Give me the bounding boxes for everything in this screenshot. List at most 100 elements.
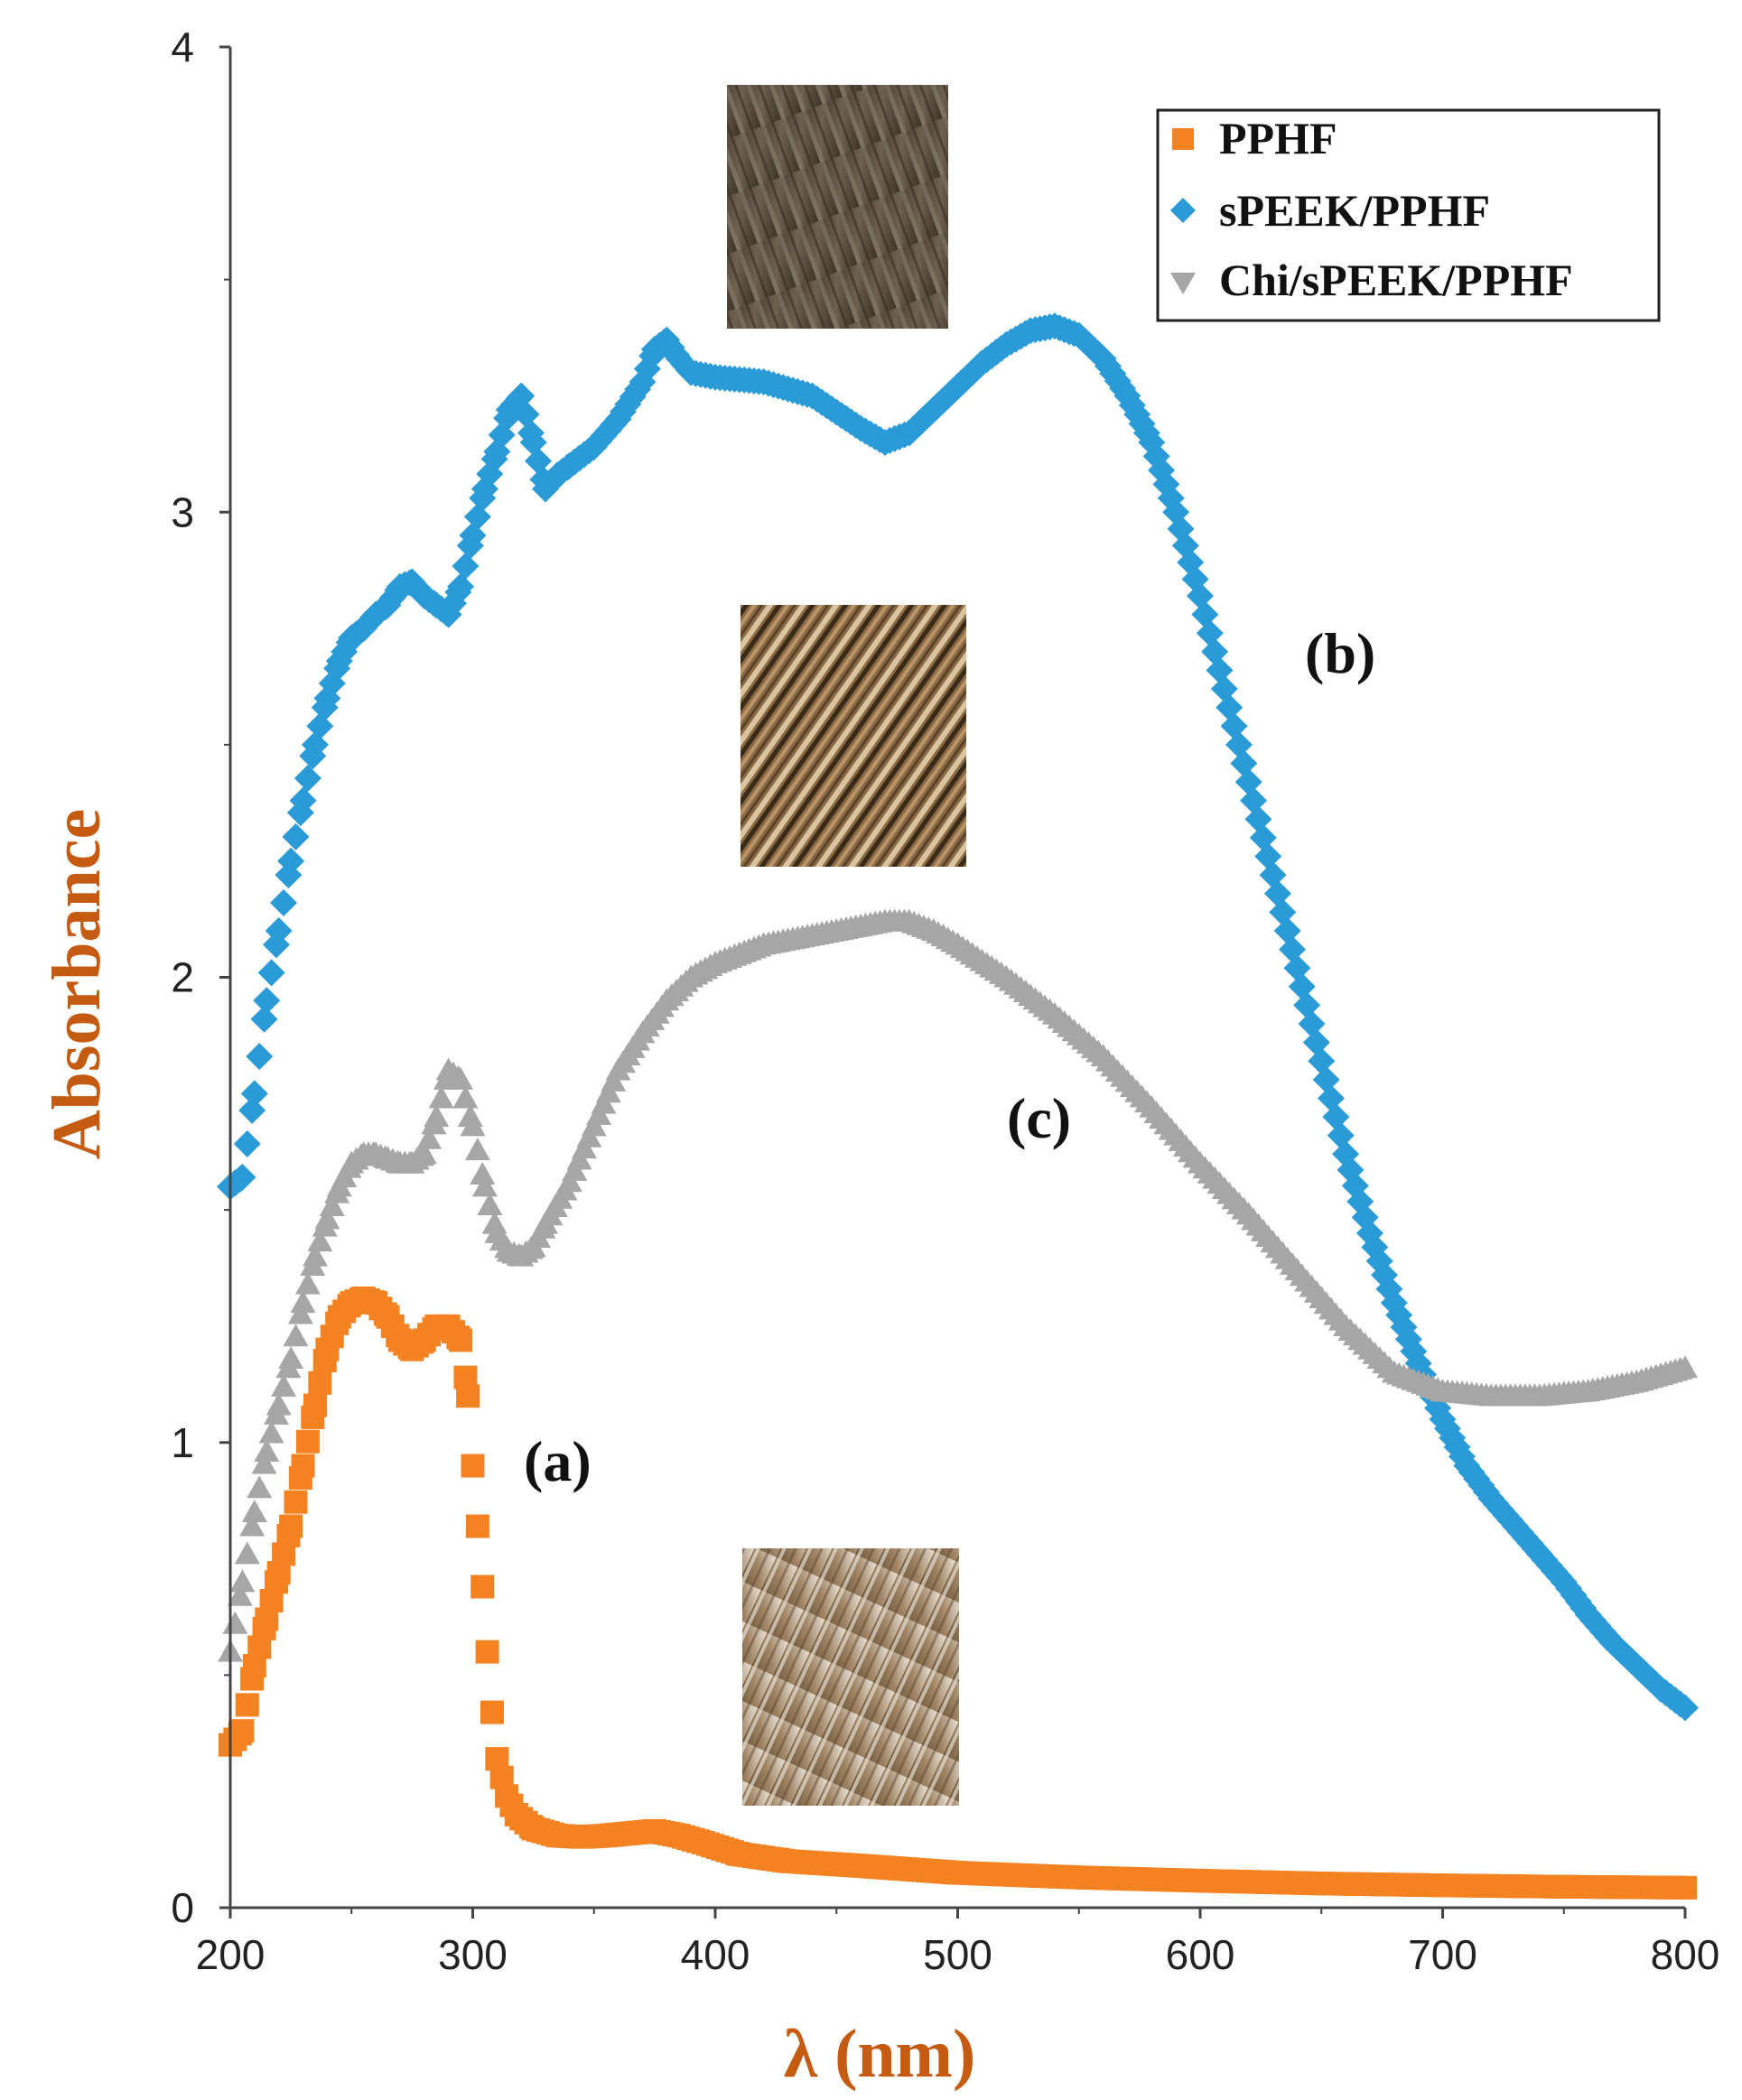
data-point <box>1225 730 1253 758</box>
data-point <box>222 1611 248 1634</box>
data-point <box>295 1429 320 1454</box>
data-point <box>1672 1355 1698 1379</box>
legend-marker-pphf <box>1172 128 1194 150</box>
data-point <box>512 401 540 429</box>
data-point <box>229 1569 256 1593</box>
data-point <box>241 1500 267 1523</box>
data-point <box>456 1384 480 1408</box>
data-point <box>257 959 285 987</box>
data-point <box>1302 1028 1330 1056</box>
data-point <box>459 522 487 550</box>
y-axis-title: Absorbance <box>39 809 115 1159</box>
data-point <box>1283 954 1311 982</box>
data-point <box>254 1439 280 1463</box>
data-point <box>1298 1010 1326 1038</box>
data-point <box>277 847 305 875</box>
data-point <box>1293 991 1321 1019</box>
data-point <box>448 1066 474 1090</box>
data-point <box>524 447 552 475</box>
data-point <box>411 1141 437 1165</box>
data-point <box>1308 1047 1336 1075</box>
data-point <box>283 1324 309 1347</box>
data-point <box>452 1085 479 1109</box>
data-point <box>289 786 317 814</box>
data-point <box>291 1454 315 1478</box>
data-point <box>303 1393 327 1417</box>
data-point <box>235 1693 259 1717</box>
data-point <box>301 730 329 758</box>
data-point <box>278 1346 304 1370</box>
data-point <box>1672 1694 1699 1722</box>
fiber-photo-c <box>741 605 966 867</box>
x-tick-label-500: 500 <box>923 1931 992 1978</box>
data-point <box>1234 768 1262 796</box>
data-point <box>308 1371 332 1395</box>
data-point <box>1322 1103 1350 1131</box>
data-point <box>290 1290 316 1314</box>
data-point <box>470 1161 496 1185</box>
data-point <box>471 1174 498 1197</box>
data-point <box>1220 712 1248 740</box>
data-point <box>1269 898 1297 926</box>
y-tick-label-0: 0 <box>171 1884 194 1931</box>
data-point <box>463 503 491 531</box>
data-point <box>480 1700 504 1724</box>
data-point <box>428 1085 454 1109</box>
data-point <box>1196 619 1224 647</box>
data-point <box>447 572 475 600</box>
data-point <box>314 1206 340 1230</box>
series-pphf <box>219 1287 1697 1900</box>
annotation-a: (a) <box>524 1429 592 1493</box>
data-point <box>465 1514 489 1538</box>
data-point <box>1216 693 1244 721</box>
data-point <box>1673 1875 1697 1900</box>
data-point <box>306 712 334 740</box>
data-point <box>247 1475 273 1499</box>
data-point <box>307 1229 333 1252</box>
data-point <box>319 1194 345 1217</box>
data-point <box>253 987 281 1015</box>
data-point <box>461 1454 485 1478</box>
data-point <box>452 553 480 581</box>
data-point <box>440 590 468 618</box>
data-point <box>470 1575 495 1599</box>
data-point <box>265 1392 292 1416</box>
data-point <box>1240 786 1268 814</box>
data-point <box>293 764 321 792</box>
y-tick-label-4: 4 <box>171 23 194 70</box>
x-tick-label-600: 600 <box>1166 1931 1235 1978</box>
data-point <box>477 1192 503 1215</box>
data-point <box>250 1005 278 1033</box>
data-point <box>279 1514 303 1538</box>
data-point <box>1263 879 1291 907</box>
data-point <box>239 1513 265 1537</box>
x-tick-label-800: 800 <box>1651 1931 1720 1978</box>
data-point <box>1279 935 1307 963</box>
annotation-c: (c) <box>1007 1086 1071 1150</box>
annotation-b: (b) <box>1305 621 1375 685</box>
fiber-photo-a <box>742 1548 959 1806</box>
data-point <box>1288 972 1316 1000</box>
y-tick-label-1: 1 <box>171 1419 194 1466</box>
data-point <box>1201 637 1229 665</box>
data-point <box>234 1541 260 1565</box>
data-point <box>424 1104 450 1128</box>
legend-label-chi-speek-pphf: Chi/sPEEK/PPHF <box>1219 255 1573 305</box>
data-point <box>233 1129 261 1157</box>
legend-box <box>1156 108 1661 322</box>
data-point <box>270 889 298 917</box>
data-point <box>228 1164 256 1192</box>
data-point <box>475 1640 499 1664</box>
data-point <box>284 1490 308 1514</box>
data-point <box>294 1271 321 1295</box>
tick-layer: 200 300 400 500 600 700 800 0 1 2 3 4 <box>171 23 1719 1978</box>
data-point <box>1187 581 1214 609</box>
legend-label-pphf: PPHF <box>1219 113 1337 163</box>
data-point <box>230 1719 255 1743</box>
data-point <box>246 1043 274 1071</box>
series-layer <box>217 312 1699 1900</box>
x-axis-title: λ (nm) <box>784 2016 976 2092</box>
legend-marker-chi-speek-pphf <box>1170 273 1196 294</box>
data-point <box>1191 600 1219 628</box>
